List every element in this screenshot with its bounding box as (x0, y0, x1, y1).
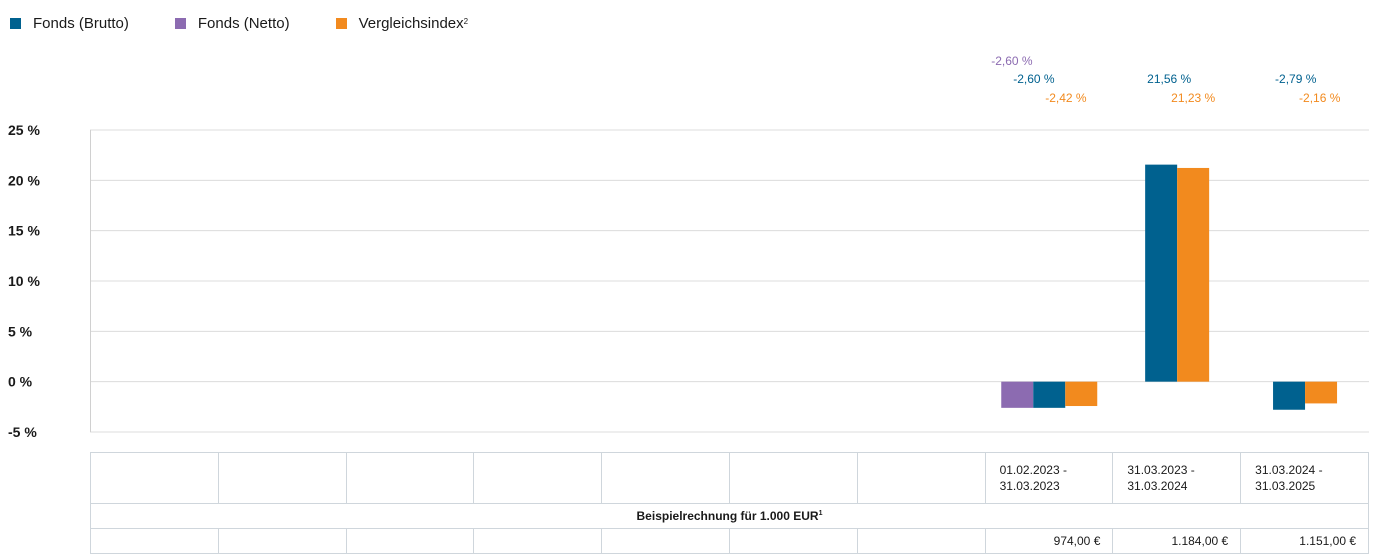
period-cell (728, 452, 858, 504)
legend-item-index[interactable]: Vergleichsindex 2 (335, 14, 469, 32)
caption-row: Beispielrechnung für 1.000 EUR1 (90, 503, 1369, 529)
example-calculation-table: 01.02.2023 -31.03.2023 31.03.2023 -31.03… (90, 452, 1369, 554)
period-line: 31.03.2025 (1255, 479, 1316, 493)
period-line: 01.02.2023 - (999, 463, 1067, 477)
value-cell: 974,00 € (984, 528, 1114, 554)
period-cell: 31.03.2024 - 31.03.2025 (1240, 452, 1369, 504)
legend-item-netto[interactable]: Fonds (Netto) (174, 14, 290, 32)
value-cell: 1.184,00 € (1112, 528, 1242, 554)
legend-swatch-brutto (10, 17, 21, 29)
legend-footnote-index: 2 (463, 16, 469, 26)
y-tick-label: 20 % (8, 172, 40, 188)
table-caption: Beispielrechnung für 1.000 EUR1 (90, 503, 1369, 529)
value-label-brutto: -2,79 % (1275, 72, 1317, 86)
period-cell (473, 452, 603, 504)
value-label-brutto: 21,56 % (1147, 72, 1191, 86)
bar-brutto (1273, 381, 1306, 410)
period-cell (345, 452, 475, 504)
legend-item-brutto[interactable]: Fonds (Brutto) (10, 15, 129, 32)
value-label-brutto: -2,60 % (1013, 72, 1055, 86)
value-cell (473, 528, 603, 554)
period-cell (90, 452, 219, 504)
value-label-index: -2,16 % (1299, 91, 1341, 105)
value-row: 974,00 € 1.184,00 €1.151,00 € (90, 528, 1369, 554)
table-caption-text: Beispielrechnung für 1.000 EUR (636, 509, 819, 523)
legend-label-brutto: Fonds (Brutto) (33, 14, 129, 32)
value-cell (856, 528, 986, 554)
bar-netto (1001, 381, 1034, 408)
period-line: 31.03.2024 (1127, 479, 1188, 493)
value-label-index: 21,23 % (1171, 91, 1215, 105)
bar-brutto (1145, 164, 1178, 382)
period-line: 31.03.2024 - (1255, 463, 1323, 477)
value-cell (217, 528, 347, 554)
legend-label-index: Vergleichsindex (358, 14, 464, 32)
legend-swatch-index (335, 17, 347, 29)
period-cell: 31.03.2023 - 31.03.2024 (1112, 452, 1242, 504)
period-line: 31.03.2023 - (1127, 463, 1195, 477)
bar-index (1177, 167, 1210, 382)
table-caption-footnote: 1 (818, 510, 823, 517)
y-tick-label: 5 % (8, 323, 33, 339)
period-cell (217, 452, 347, 504)
y-tick-label: 15 % (8, 223, 40, 239)
legend-label-netto: Fonds (Netto) (197, 14, 290, 32)
chart-legend: Fonds (Brutto) Fonds (Netto) Vergleichsi… (10, 12, 514, 34)
value-cell (345, 528, 475, 554)
legend-swatch-netto (174, 17, 186, 29)
value-cell (90, 528, 219, 554)
bar-index (1065, 381, 1098, 407)
period-line: 31.03.2023 (999, 479, 1060, 493)
period-cell (856, 452, 986, 504)
bar-brutto (1033, 381, 1066, 408)
value-cell (728, 528, 858, 554)
y-tick-label: 25 % (8, 122, 40, 138)
value-label-index: -2,42 % (1045, 91, 1087, 105)
value-label-netto: -2,60 % (991, 54, 1033, 68)
value-cell: 1.151,00 € (1240, 528, 1369, 554)
period-cell (601, 452, 730, 504)
period-cell: 01.02.2023 - 31.03.2023 (984, 452, 1114, 504)
y-tick-label: -5 % (8, 424, 37, 440)
period-row: 01.02.2023 -31.03.2023 31.03.2023 -31.03… (90, 452, 1369, 504)
value-cell (601, 528, 730, 554)
bar-index (1305, 381, 1338, 404)
bar-chart: 25 % 20 % 15 % 10 % 5 % 0 % -5 % -2,60 % -2,60 %… (8, 54, 1369, 440)
y-tick-label: 10 % (8, 273, 40, 289)
y-tick-label: 0 % (8, 374, 33, 390)
